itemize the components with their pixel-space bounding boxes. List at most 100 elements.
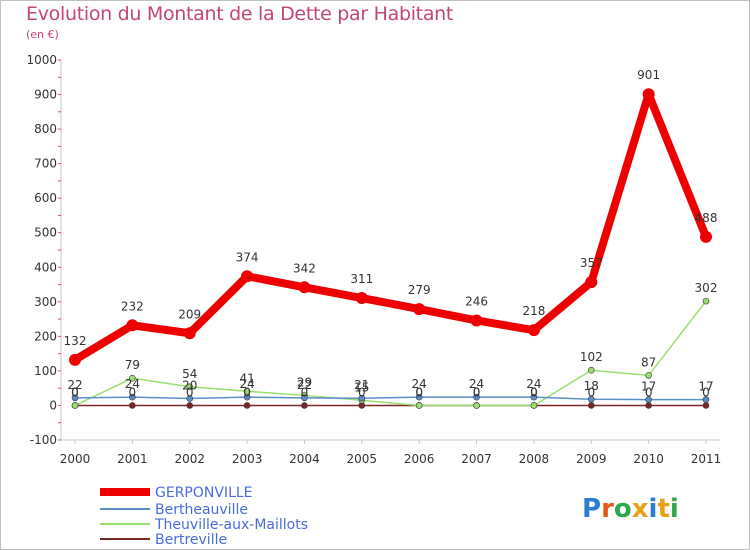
data-label: 102 (580, 350, 603, 364)
data-point (298, 281, 311, 294)
data-point (186, 402, 194, 409)
data-label: 22 (297, 378, 312, 392)
data-point (415, 402, 423, 409)
data-point (587, 366, 595, 374)
data-point (415, 393, 423, 401)
data-label: 22 (67, 378, 82, 392)
data-point (243, 393, 251, 401)
data-label: 302 (695, 281, 718, 295)
data-label: 218 (522, 304, 545, 318)
data-label: 17 (698, 380, 713, 394)
y-tick-label: 300 (34, 295, 57, 309)
data-label: 29 (297, 375, 312, 389)
data-label: 24 (469, 377, 484, 391)
legend-label-gerponville: GERPONVILLE (155, 485, 253, 501)
data-point (700, 230, 712, 243)
series-line-theuville-aux-maillots (74, 300, 707, 407)
data-label: 41 (239, 371, 254, 385)
data-point (129, 374, 136, 382)
data-label: 54 (182, 367, 197, 381)
x-tick-label: 2004 (289, 452, 320, 466)
data-label: 20 (182, 379, 197, 393)
data-label: 0 (645, 385, 653, 399)
x-tick-label: 2010 (633, 452, 664, 466)
data-point (301, 394, 308, 402)
y-tick-label: 400 (34, 260, 57, 274)
data-point (645, 402, 652, 409)
data-label: 0 (473, 385, 481, 399)
x-tick-label: 2008 (519, 452, 550, 466)
x-tick-label: 2001 (117, 452, 148, 466)
data-point (413, 303, 426, 316)
data-label: 0 (530, 385, 538, 399)
data-point (587, 395, 595, 403)
x-tick-label: 2006 (404, 452, 435, 466)
data-label: 87 (641, 355, 656, 369)
chart-subtitle: (en €) (26, 28, 59, 41)
data-label: 279 (408, 283, 431, 297)
data-point (183, 327, 196, 340)
data-point (186, 395, 194, 402)
data-label: 24 (526, 377, 541, 391)
y-tick-label: 100 (34, 364, 57, 378)
data-point (702, 297, 710, 305)
data-point (470, 314, 483, 327)
data-label: 232 (121, 299, 144, 313)
data-point (126, 319, 139, 332)
y-tick-label: 600 (34, 191, 57, 205)
data-label: 0 (530, 385, 538, 399)
data-point (702, 396, 710, 403)
data-point (71, 402, 79, 409)
series-line-bertheauville (74, 396, 707, 401)
data-label: 24 (239, 377, 254, 391)
x-tick-label: 2009 (576, 452, 607, 466)
data-label: 311 (350, 272, 373, 286)
data-point (473, 393, 480, 401)
data-point (645, 372, 652, 379)
legend-label-theuville-aux-maillots: Theuville-aux-Maillots (154, 517, 308, 533)
data-label: 0 (71, 385, 79, 399)
data-label: 901 (637, 68, 660, 82)
data-point (530, 402, 538, 409)
data-label: 0 (702, 385, 710, 399)
y-tick-label: -100 (30, 433, 57, 447)
data-label: 357 (580, 256, 603, 270)
data-point (301, 402, 308, 409)
data-point (129, 393, 136, 401)
data-label: 0 (71, 385, 79, 399)
data-label: 17 (641, 380, 656, 394)
y-tick-label: 200 (34, 329, 57, 343)
data-point (129, 402, 136, 409)
data-point (358, 394, 366, 402)
data-point (645, 396, 652, 403)
data-label: 18 (584, 379, 599, 393)
x-tick-label: 2003 (232, 452, 263, 466)
data-label: 0 (186, 385, 194, 399)
data-label: 132 (64, 334, 87, 348)
data-label: 79 (125, 358, 140, 372)
data-label: 24 (125, 377, 140, 391)
y-tick-label: 500 (34, 226, 57, 240)
data-label: 0 (301, 385, 309, 399)
legend-label-bertheauville: Bertheauville (155, 502, 248, 518)
data-label: 0 (415, 385, 423, 399)
data-point (473, 402, 480, 409)
data-point (243, 402, 251, 409)
legend-label-bertreville: Bertreville (155, 532, 227, 548)
data-point (69, 353, 81, 366)
data-point (642, 88, 655, 101)
data-point (587, 402, 595, 409)
data-label: 15 (354, 380, 369, 394)
data-label: 488 (695, 211, 718, 225)
data-point (585, 276, 598, 289)
data-point (241, 270, 254, 283)
data-label: 0 (358, 385, 366, 399)
data-label: 24 (412, 377, 427, 391)
data-label: 0 (129, 385, 137, 399)
y-tick-label: 700 (34, 157, 57, 171)
x-tick-label: 2005 (347, 452, 378, 466)
x-tick-label: 2011 (691, 452, 722, 466)
data-point (355, 292, 368, 305)
x-tick-label: 2002 (174, 452, 205, 466)
y-tick-label: 800 (34, 122, 57, 136)
